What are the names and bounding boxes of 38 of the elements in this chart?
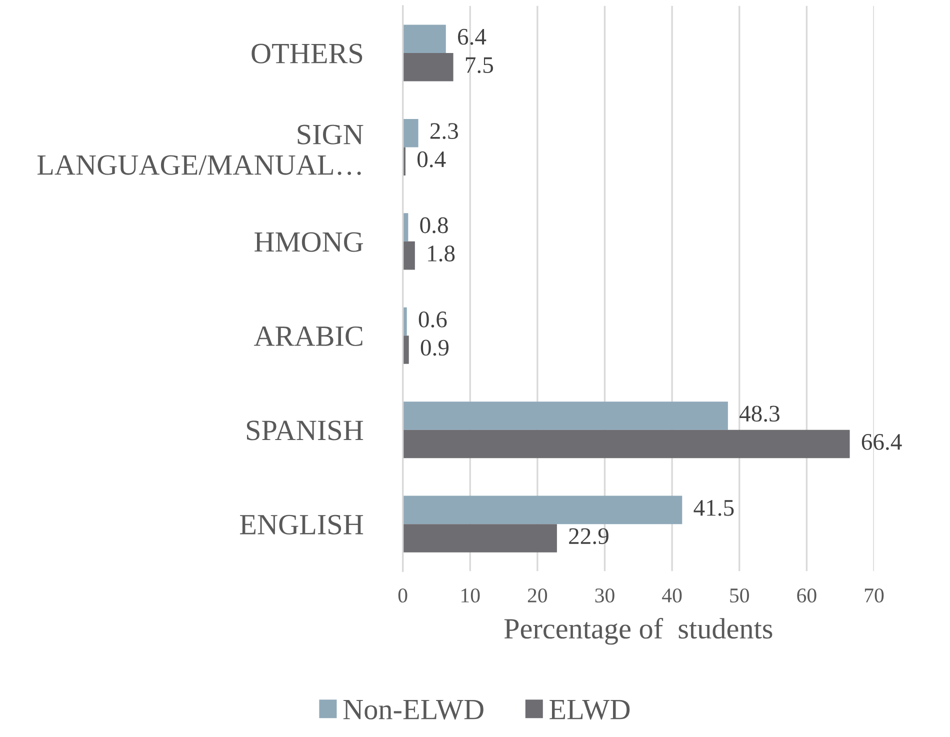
data-label: 0.6 <box>418 311 447 328</box>
x-tick-label: 30 <box>595 588 614 603</box>
data-label: 2.3 <box>430 123 458 140</box>
x-tick-label: 60 <box>797 588 816 603</box>
bar <box>402 430 850 458</box>
x-tick-label: 10 <box>462 588 480 603</box>
data-label: 0.8 <box>420 217 448 234</box>
bar <box>402 524 557 552</box>
x-tick-label: 70 <box>864 588 884 603</box>
bar <box>402 336 409 364</box>
bar <box>402 118 418 148</box>
data-label: 6.4 <box>458 28 486 45</box>
legend-label: Non-ELWD <box>343 700 484 720</box>
bar <box>402 53 454 82</box>
bar <box>402 496 682 524</box>
data-label: 7.5 <box>466 57 493 74</box>
data-label: 1.8 <box>428 246 455 262</box>
x-tick-label: 0 <box>398 588 408 603</box>
x-tick-label: 50 <box>730 588 749 603</box>
x-tick-label: 40 <box>662 588 682 603</box>
y-tick-label: SIGN LANGUAGE/MANUAL… <box>37 124 364 176</box>
y-tick-label: HMONG <box>254 232 363 252</box>
bar <box>402 24 446 54</box>
x-tick-label: 20 <box>528 588 548 603</box>
data-label: 0.9 <box>420 340 449 356</box>
y-tick-label: SPANISH <box>246 420 364 440</box>
y-tick-label: OTHERS <box>252 44 362 64</box>
data-label: 41.5 <box>694 500 734 516</box>
bar <box>402 241 415 270</box>
legend-label: ELWD <box>550 700 630 720</box>
data-label: 48.3 <box>740 406 780 422</box>
data-label: 66.4 <box>862 434 902 450</box>
bar <box>402 402 728 430</box>
y-tick-label: ENGLISH <box>240 514 364 534</box>
data-label: 22.9 <box>569 528 608 544</box>
data-label: 0.4 <box>418 151 446 168</box>
y-tick-label: ARABIC <box>254 326 362 346</box>
x-axis-title: Percentage of students <box>504 618 772 645</box>
